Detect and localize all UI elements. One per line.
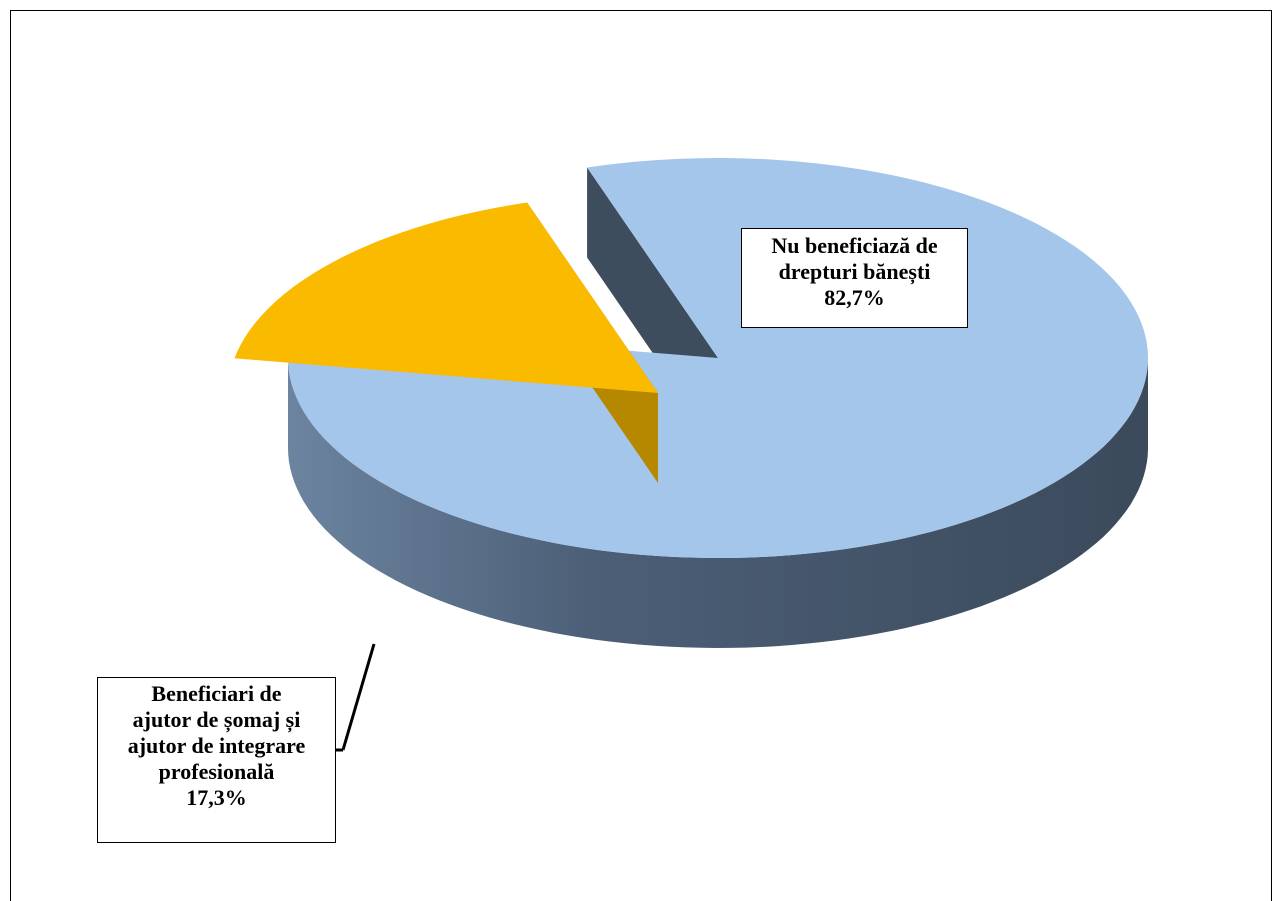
leader-line (341, 643, 376, 751)
label-line: ajutor de șomaj și (132, 707, 301, 732)
label-line: Beneficiari de (151, 681, 282, 706)
slice-top (234, 202, 658, 393)
label-line: drepturi bănești (778, 259, 931, 284)
data-label-no-benefits: Nu beneficiază de drepturi bănești 82,7% (741, 228, 968, 328)
label-line: Nu beneficiază de (771, 233, 938, 258)
data-label-beneficiaries: Beneficiari de ajutor de șomaj și ajutor… (97, 677, 336, 843)
label-line: ajutor de integrare (127, 733, 306, 758)
label-value: 17,3% (186, 785, 247, 810)
pie-slice-1 (234, 202, 658, 483)
slice-rim (288, 357, 1148, 648)
label-value: 82,7% (824, 285, 885, 310)
label-line: profesională (158, 759, 275, 784)
